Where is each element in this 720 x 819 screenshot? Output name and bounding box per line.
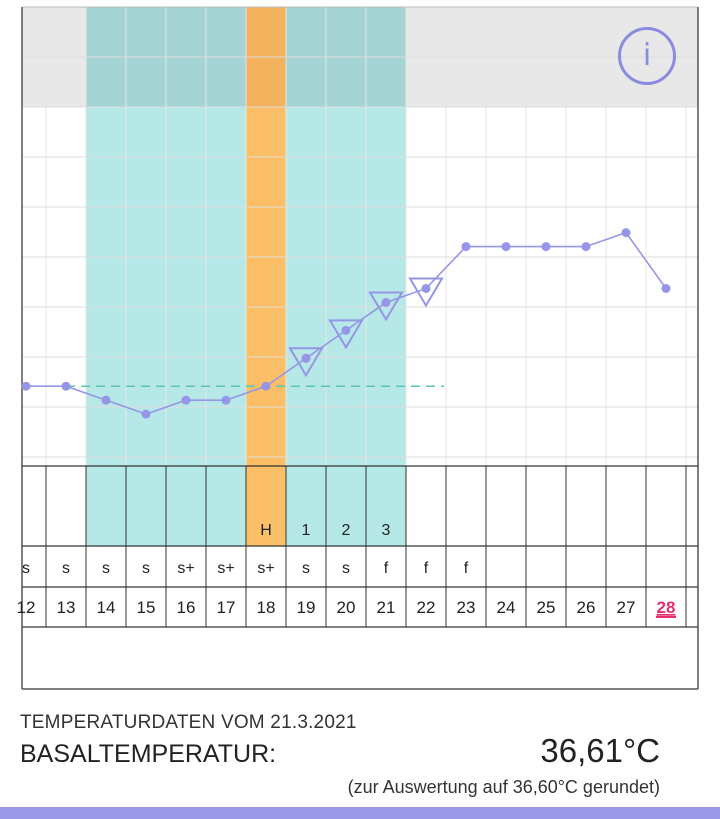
temperature-point bbox=[661, 283, 671, 293]
day-number-label: 21 bbox=[377, 598, 396, 617]
mucus-label: s bbox=[102, 560, 110, 577]
temperature-point bbox=[301, 353, 311, 363]
day-number-label: 24 bbox=[497, 598, 516, 617]
edge-mask bbox=[0, 0, 2, 700]
cycle-mark-label: 3 bbox=[382, 522, 391, 539]
temperature-point bbox=[581, 242, 591, 252]
temperature-chart[interactable]: H 1 2 3 s s s s s+ s+ s+ s s f f f 12 13 14 15 16 17 18 19 20 21 2… bbox=[0, 0, 720, 700]
day-number-label: 19 bbox=[297, 598, 316, 617]
day-number-label: 27 bbox=[617, 598, 636, 617]
temperature-point bbox=[541, 242, 551, 252]
day-number-label: 14 bbox=[97, 598, 116, 617]
temperature-point bbox=[341, 325, 351, 335]
mucus-label: s+ bbox=[177, 560, 194, 577]
measurement-marker-triangle bbox=[368, 291, 404, 322]
cycle-mark-label: 2 bbox=[342, 522, 351, 539]
day-number-label: 13 bbox=[57, 598, 76, 617]
temperature-point bbox=[221, 395, 231, 405]
measurement-marker-triangle bbox=[408, 277, 444, 308]
day-number-label: 28 bbox=[657, 598, 676, 617]
mucus-label: f bbox=[424, 560, 429, 577]
mucus-label: s+ bbox=[217, 560, 234, 577]
temperature-point bbox=[381, 297, 391, 307]
mucus-label: s bbox=[142, 560, 150, 577]
basal-temperature-value: 36,61°C bbox=[540, 732, 660, 769]
temperature-point bbox=[141, 409, 151, 419]
temperature-point bbox=[421, 283, 431, 293]
day-number-label: 25 bbox=[537, 598, 556, 617]
temperature-point bbox=[181, 395, 191, 405]
temperature-point bbox=[501, 242, 511, 252]
day-number-label: 16 bbox=[177, 598, 196, 617]
mucus-label: s bbox=[302, 560, 310, 577]
mucus-label: s+ bbox=[257, 560, 274, 577]
mucus-label: f bbox=[464, 560, 469, 577]
bottom-bar bbox=[0, 807, 720, 819]
temperature-point bbox=[101, 395, 111, 405]
mucus-label: s bbox=[22, 560, 30, 577]
rounding-note: (zur Auswertung auf 36,60°C gerundet) bbox=[347, 777, 660, 797]
mucus-label: s bbox=[62, 560, 70, 577]
cycle-mark-label: 1 bbox=[302, 522, 311, 539]
day-number-label: 18 bbox=[257, 598, 276, 617]
day-number-label: 20 bbox=[337, 598, 356, 617]
day-number-label: 23 bbox=[457, 598, 476, 617]
day-number-label: 22 bbox=[417, 598, 436, 617]
measurement-marker-triangle bbox=[328, 319, 364, 350]
temperature-point bbox=[621, 228, 631, 238]
basal-temperature-label: BASALTEMPERATUR: bbox=[20, 740, 277, 768]
day-number-label: 26 bbox=[577, 598, 596, 617]
temperature-point bbox=[261, 381, 271, 391]
temperature-data-heading: TEMPERATURDATEN VOM 21.3.2021 bbox=[20, 712, 357, 733]
info-button[interactable]: i bbox=[618, 27, 676, 85]
temperature-point bbox=[61, 381, 71, 391]
temperature-point bbox=[21, 381, 31, 391]
cycle-mark-label: H bbox=[260, 522, 272, 539]
mucus-label: f bbox=[384, 560, 389, 577]
day-number-label: 17 bbox=[217, 598, 236, 617]
measurement-marker-triangle bbox=[288, 347, 324, 378]
temperature-point bbox=[461, 242, 471, 252]
chart-svg: H 1 2 3s s s s s+ s+ s+ s s f f f12 13 14 15 16 17 18 19 20 21 2… bbox=[0, 0, 699, 700]
day-number-label: 12 bbox=[17, 598, 36, 617]
mucus-label: s bbox=[342, 560, 350, 577]
day-number-label: 15 bbox=[137, 598, 156, 617]
